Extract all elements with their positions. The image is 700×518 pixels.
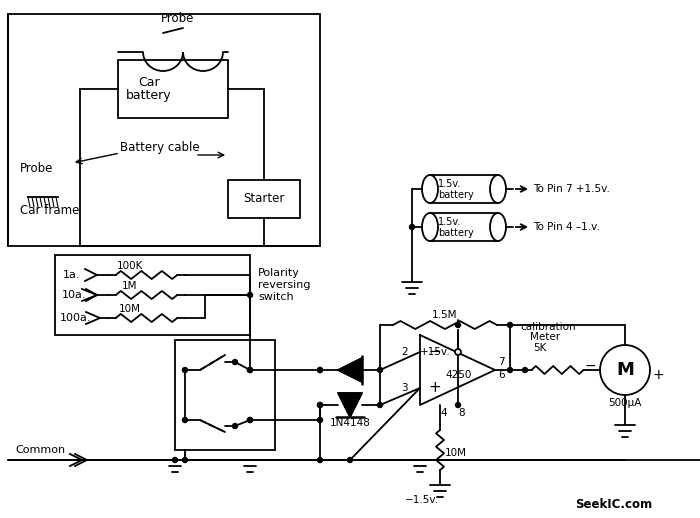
Bar bbox=[8, 14, 320, 246]
Text: To Pin 4 –1.v.: To Pin 4 –1.v. bbox=[533, 222, 600, 232]
Ellipse shape bbox=[490, 213, 506, 241]
Text: M: M bbox=[616, 361, 634, 379]
Circle shape bbox=[508, 367, 512, 372]
Text: 2: 2 bbox=[401, 347, 408, 357]
Text: 100a.: 100a. bbox=[60, 313, 92, 323]
Text: Car: Car bbox=[138, 77, 160, 90]
Ellipse shape bbox=[490, 175, 506, 203]
Circle shape bbox=[248, 418, 253, 423]
Text: 1M: 1M bbox=[122, 281, 138, 291]
Circle shape bbox=[455, 349, 461, 355]
Text: Car frame: Car frame bbox=[20, 204, 79, 217]
Text: 8: 8 bbox=[458, 408, 465, 418]
Circle shape bbox=[232, 424, 237, 428]
Text: 7: 7 bbox=[498, 357, 505, 367]
Text: 100K: 100K bbox=[117, 261, 144, 271]
Circle shape bbox=[456, 402, 461, 408]
Text: switch: switch bbox=[258, 292, 293, 302]
Text: 4250: 4250 bbox=[445, 370, 471, 380]
Polygon shape bbox=[420, 335, 495, 405]
Circle shape bbox=[183, 367, 188, 372]
Circle shape bbox=[183, 457, 188, 463]
Text: 10a.: 10a. bbox=[62, 290, 87, 300]
Text: 500μA: 500μA bbox=[608, 398, 642, 408]
Text: 4: 4 bbox=[440, 408, 447, 418]
Text: reversing: reversing bbox=[258, 280, 311, 290]
Text: Meter: Meter bbox=[530, 332, 560, 342]
Text: 1a.: 1a. bbox=[63, 270, 80, 280]
Text: Battery cable: Battery cable bbox=[120, 141, 199, 154]
Bar bbox=[55, 255, 250, 335]
Text: +: + bbox=[428, 381, 441, 396]
Text: Probe: Probe bbox=[161, 12, 195, 25]
Text: 10M: 10M bbox=[119, 304, 141, 314]
Circle shape bbox=[318, 402, 323, 408]
Text: Starter: Starter bbox=[244, 193, 285, 206]
Bar bbox=[118, 60, 228, 118]
Text: +: + bbox=[652, 368, 664, 382]
Text: SeekIC.com: SeekIC.com bbox=[575, 498, 652, 511]
Text: −1.5v.: −1.5v. bbox=[405, 495, 439, 505]
Circle shape bbox=[410, 224, 414, 229]
Text: +15v.: +15v. bbox=[420, 347, 451, 357]
Circle shape bbox=[508, 323, 512, 327]
Text: calibration: calibration bbox=[520, 322, 575, 332]
Ellipse shape bbox=[422, 213, 438, 241]
Circle shape bbox=[377, 367, 382, 372]
Ellipse shape bbox=[422, 175, 438, 203]
Text: −: − bbox=[428, 344, 441, 359]
Circle shape bbox=[248, 293, 253, 297]
Text: 3: 3 bbox=[401, 383, 408, 393]
Text: 1N4148: 1N4148 bbox=[330, 418, 371, 428]
Circle shape bbox=[172, 457, 178, 463]
Circle shape bbox=[600, 345, 650, 395]
Bar bbox=[228, 180, 300, 218]
Circle shape bbox=[522, 367, 528, 372]
Text: Probe: Probe bbox=[20, 162, 53, 175]
Text: −: − bbox=[584, 359, 596, 373]
Circle shape bbox=[248, 367, 253, 372]
Circle shape bbox=[318, 457, 323, 463]
Text: Common: Common bbox=[15, 445, 65, 455]
Circle shape bbox=[248, 367, 253, 372]
Text: To Pin 7 +1.5v.: To Pin 7 +1.5v. bbox=[533, 184, 610, 194]
Circle shape bbox=[377, 402, 382, 408]
Circle shape bbox=[318, 367, 323, 372]
Circle shape bbox=[318, 367, 323, 372]
Bar bbox=[175, 340, 275, 450]
Text: 1.5v.: 1.5v. bbox=[438, 179, 461, 189]
Text: battery: battery bbox=[438, 190, 474, 200]
Circle shape bbox=[248, 418, 253, 423]
Circle shape bbox=[347, 457, 353, 463]
Text: 10M: 10M bbox=[445, 448, 467, 458]
Polygon shape bbox=[338, 358, 362, 382]
Text: Polarity: Polarity bbox=[258, 268, 300, 278]
Polygon shape bbox=[338, 393, 362, 417]
Bar bbox=[430, 213, 498, 241]
Circle shape bbox=[318, 402, 323, 408]
Text: 5K: 5K bbox=[533, 343, 547, 353]
Circle shape bbox=[183, 418, 188, 423]
Circle shape bbox=[232, 359, 237, 365]
Text: battery: battery bbox=[438, 228, 474, 238]
Text: 1.5M: 1.5M bbox=[433, 310, 458, 320]
Text: battery: battery bbox=[126, 89, 172, 102]
Bar bbox=[430, 175, 498, 203]
Text: 1.5v.: 1.5v. bbox=[438, 217, 461, 227]
Circle shape bbox=[318, 418, 323, 423]
Circle shape bbox=[456, 323, 461, 327]
Text: 6: 6 bbox=[498, 370, 505, 380]
